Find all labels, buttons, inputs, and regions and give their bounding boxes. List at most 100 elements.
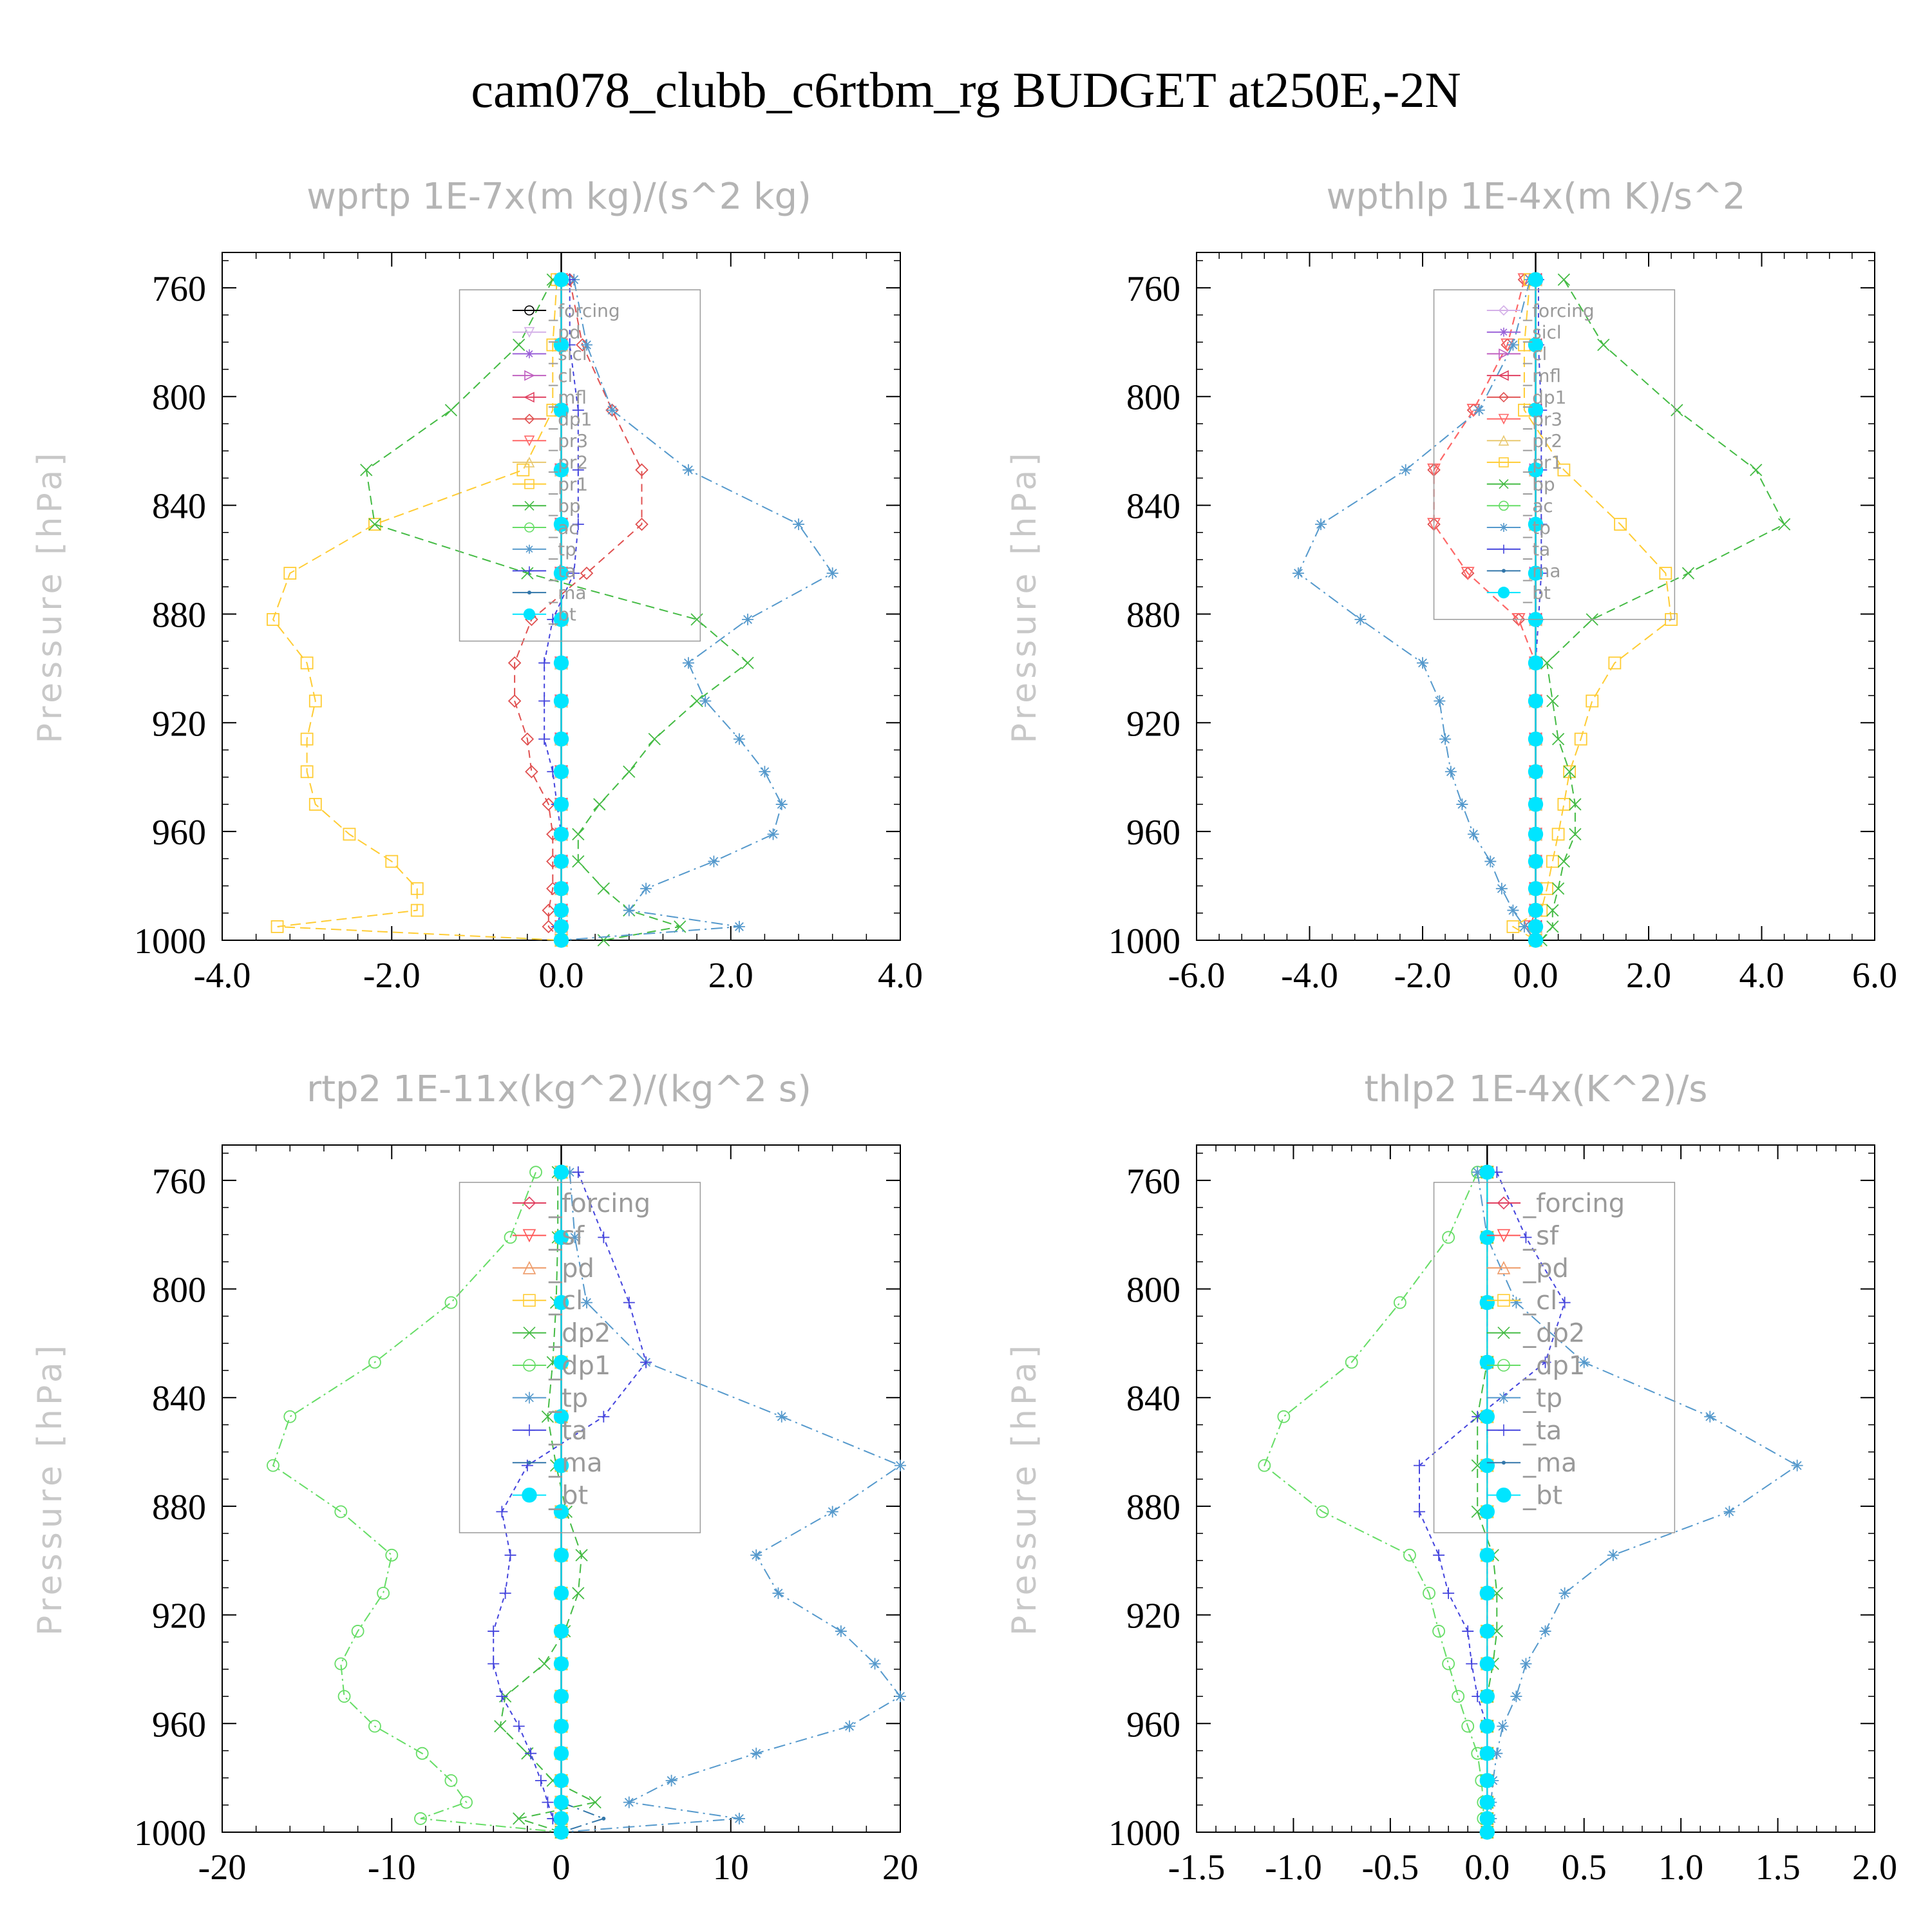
data-point [750,1549,762,1561]
data-point [1659,567,1672,580]
data-point [635,463,649,477]
data-point [1479,1409,1495,1425]
data-point [1528,565,1544,581]
legend-marker [1499,544,1508,554]
data-point [690,613,703,626]
data-point [377,1586,390,1600]
legend-label: _pd [548,322,581,343]
data-point [1479,1811,1495,1826]
data-point [1528,462,1544,478]
data-point [572,518,584,531]
data-point [334,1657,348,1671]
data-point [529,1166,542,1179]
data-point [538,657,551,669]
series-ta [488,1166,652,1838]
data-point [1528,337,1544,353]
data-point [553,462,569,478]
data-point [1479,1457,1495,1473]
panel-title: wpthlp 1E-4x(m K)/s^2 [1326,176,1745,218]
data-point [606,404,618,416]
legend-label: _ta [1522,539,1550,560]
data-point [598,1231,610,1244]
legend-label: _forcing [548,1189,650,1218]
data-point [623,1296,635,1309]
data-point [1777,518,1791,531]
legend-box [1433,1182,1676,1533]
data-point [569,1231,581,1244]
legend-label: _pr1 [548,473,588,495]
panel-title: rtp2 1E-11x(kg^2)/(kg^2 s) [307,1068,811,1110]
data-point [1558,1296,1571,1309]
data-point [775,798,788,810]
data-point [572,404,584,416]
data-point [415,1747,429,1760]
x-tick-label: 20 [882,1848,918,1888]
y-tick-label: 880 [1126,1488,1180,1528]
data-point [553,1824,569,1840]
legend-label: _dp1 [1522,387,1566,408]
data-point [351,1625,365,1638]
data-point [572,828,585,841]
data-point [759,766,771,778]
legend-label: _bt [548,1481,588,1511]
data-point [553,1794,569,1810]
data-point [1479,1504,1495,1520]
data-point [575,1549,588,1562]
panel-title: wprtp 1E-7x(m kg)/(s^2 kg) [307,176,811,218]
legend-marker [1497,1327,1510,1340]
data-point [665,1774,677,1786]
data-point [360,464,373,477]
data-point [772,1587,784,1599]
data-point [1704,1410,1716,1423]
data-point [516,463,530,477]
data-point [767,828,779,840]
legend-marker [523,1327,536,1340]
data-point [444,1296,458,1309]
data-point [572,855,585,868]
panel-3: -20 -10 0 10 20 760 800 840 880 920 960 1000 rtp2 1E… [31,1068,918,1888]
data-point [553,693,569,709]
x-tick-label: 1.0 [1658,1848,1703,1888]
data-point [521,567,534,580]
data-point [410,882,424,895]
data-point [1316,1505,1329,1519]
x-tick-label: -20 [198,1848,247,1888]
legend-marker [524,544,534,554]
data-point [1479,1164,1495,1180]
data-point [1258,1459,1271,1472]
data-point [444,404,458,417]
legend-marker [1497,1359,1510,1372]
data-point [513,338,526,352]
data-point [1484,855,1497,867]
data-point [1345,1356,1358,1369]
data-point [1443,1587,1455,1599]
legend-marker [524,392,535,403]
data-point [1439,733,1452,745]
data-point [538,695,551,707]
legend: _forcing _sf _pd _cl_dp2_dp1_tp_ta_ma_bt [459,1182,701,1533]
data-point [1528,693,1544,709]
data-point [1528,902,1544,918]
data-point [1546,920,1559,933]
legend-marker [524,349,534,359]
x-tick-label: 4.0 [1739,956,1785,996]
data-point [542,920,556,934]
data-point [1479,1354,1495,1370]
data-point [1413,1459,1425,1472]
y-tick-label: 760 [152,1162,206,1202]
data-point [1551,828,1565,841]
data-point [1479,1745,1495,1761]
y-tick-label: 880 [1126,595,1180,635]
data-point [580,339,592,351]
data-point [1423,1586,1435,1600]
data-point [1479,1586,1495,1601]
data-point [1528,797,1544,812]
data-point [775,1410,788,1423]
series-line [1264,1171,1488,1833]
data-point [1444,766,1457,778]
x-tick-label: 0.0 [1464,1848,1510,1888]
legend-label: _cl [548,365,573,386]
data-point [1491,1747,1503,1759]
data-point [1528,655,1544,671]
data-point [1528,764,1544,779]
